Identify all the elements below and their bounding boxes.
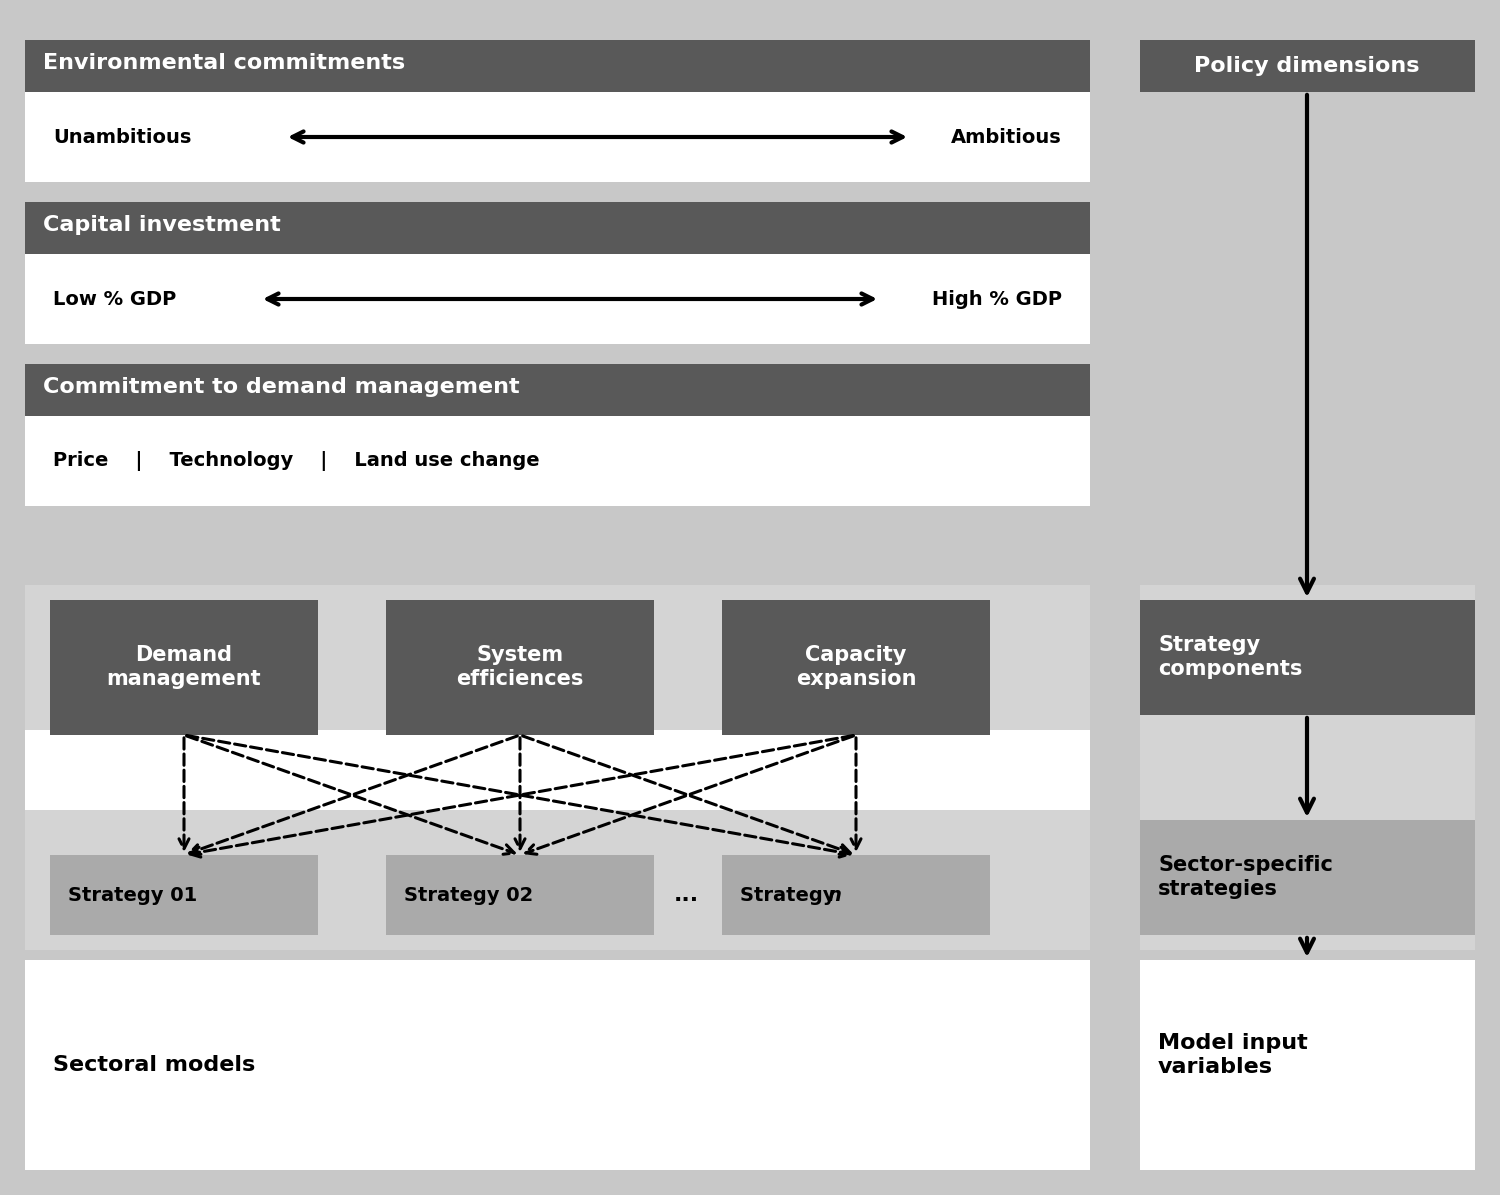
Bar [26,39,1090,92]
Bar [50,600,318,735]
Bar [26,202,1090,255]
Bar [1140,960,1474,1170]
Text: Demand
management: Demand management [106,645,261,688]
Bar [722,854,990,934]
Bar [26,416,1090,505]
Text: Sectoral models: Sectoral models [53,1055,255,1076]
Text: High % GDP: High % GDP [932,289,1062,308]
Text: Capacity
expansion: Capacity expansion [795,645,916,688]
Text: Strategy: Strategy [740,885,843,905]
Text: n: n [827,885,842,905]
Text: Policy dimensions: Policy dimensions [1194,56,1419,76]
Bar [1140,586,1474,950]
Bar [26,364,1090,416]
Text: Low % GDP: Low % GDP [53,289,177,308]
Bar [50,854,318,934]
Text: Commitment to demand management: Commitment to demand management [44,376,519,397]
Text: Unambitious: Unambitious [53,128,192,147]
Bar [26,586,1090,950]
Bar [26,92,1090,182]
Text: Strategy
components: Strategy components [1158,636,1302,679]
Text: Strategy 02: Strategy 02 [404,885,534,905]
Text: Price    |    Technology    |    Land use change: Price | Technology | Land use change [53,451,540,471]
Text: ...: ... [674,885,699,905]
Bar [26,730,1090,810]
Bar [1140,600,1474,715]
Text: Sector-specific
strategies: Sector-specific strategies [1158,856,1334,899]
Text: Model input
variables: Model input variables [1158,1034,1308,1077]
Text: Capital investment: Capital investment [44,215,280,235]
Bar [386,854,654,934]
Bar [1140,39,1474,92]
Text: Ambitious: Ambitious [951,128,1062,147]
Bar [26,255,1090,344]
Bar [722,600,990,735]
Text: System
efficiences: System efficiences [456,645,584,688]
Text: Strategy 01: Strategy 01 [68,885,198,905]
Text: Environmental commitments: Environmental commitments [44,53,405,73]
Bar [1140,820,1474,934]
Bar [26,25,1090,550]
Bar [386,600,654,735]
Bar [26,960,1090,1170]
